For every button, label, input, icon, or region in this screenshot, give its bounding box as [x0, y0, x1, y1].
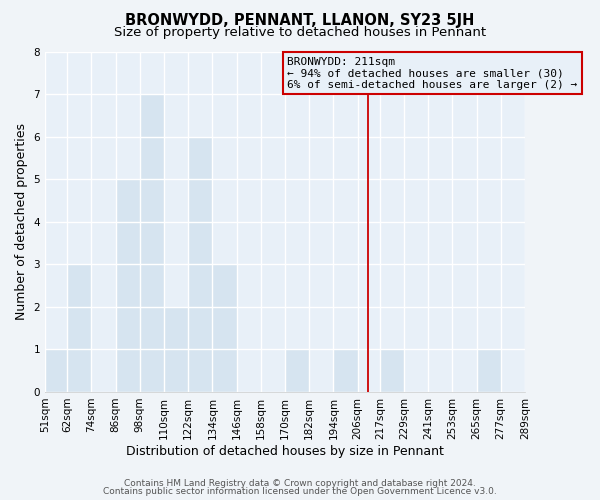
- Text: Size of property relative to detached houses in Pennant: Size of property relative to detached ho…: [114, 26, 486, 39]
- Bar: [476, 350, 501, 392]
- Bar: [380, 350, 404, 392]
- Bar: [334, 350, 358, 392]
- Bar: [212, 264, 236, 392]
- Bar: [140, 94, 164, 392]
- Text: BRONWYDD: 211sqm
← 94% of detached houses are smaller (30)
6% of semi-detached h: BRONWYDD: 211sqm ← 94% of detached house…: [287, 56, 578, 90]
- Bar: [285, 350, 309, 392]
- Bar: [188, 136, 212, 392]
- Text: Contains public sector information licensed under the Open Government Licence v3: Contains public sector information licen…: [103, 487, 497, 496]
- Bar: [67, 264, 91, 392]
- Text: Contains HM Land Registry data © Crown copyright and database right 2024.: Contains HM Land Registry data © Crown c…: [124, 478, 476, 488]
- Text: BRONWYDD, PENNANT, LLANON, SY23 5JH: BRONWYDD, PENNANT, LLANON, SY23 5JH: [125, 12, 475, 28]
- X-axis label: Distribution of detached houses by size in Pennant: Distribution of detached houses by size …: [126, 444, 444, 458]
- Bar: [164, 307, 188, 392]
- Bar: [45, 350, 67, 392]
- Bar: [116, 179, 140, 392]
- Y-axis label: Number of detached properties: Number of detached properties: [15, 123, 28, 320]
